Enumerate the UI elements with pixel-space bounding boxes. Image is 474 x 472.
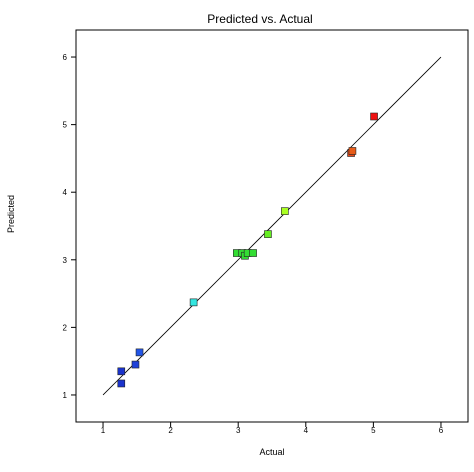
y-tick-label: 2 xyxy=(63,323,68,332)
data-points xyxy=(117,112,378,388)
y-axis-label: Predicted xyxy=(6,195,16,233)
data-point xyxy=(249,249,257,257)
y-tick-label: 5 xyxy=(63,121,68,130)
x-axis: 1 2 3 4 5 6 xyxy=(101,422,444,435)
x-tick-label: 5 xyxy=(371,426,376,435)
plot-frame xyxy=(75,29,469,423)
x-axis-label: Actual xyxy=(259,447,284,457)
x-tick-label: 3 xyxy=(236,426,241,435)
y-axis: 1 2 3 4 5 6 xyxy=(63,53,76,400)
y-tick-label: 4 xyxy=(63,188,68,197)
data-point xyxy=(264,230,272,238)
y-tick-label: 6 xyxy=(63,53,68,62)
data-point xyxy=(370,112,378,121)
x-tick-label: 2 xyxy=(168,426,173,435)
data-point xyxy=(117,367,126,376)
chart-title: Predicted vs. Actual xyxy=(207,12,312,26)
y-tick-label: 3 xyxy=(63,256,68,265)
reference-line xyxy=(102,56,442,396)
data-point xyxy=(281,207,289,215)
y-tick-label: 1 xyxy=(63,391,68,400)
data-point xyxy=(117,379,126,388)
data-point xyxy=(131,360,140,369)
data-point xyxy=(189,298,198,307)
x-tick-label: 4 xyxy=(304,426,309,435)
x-tick-label: 6 xyxy=(439,426,444,435)
x-tick-label: 1 xyxy=(101,426,106,435)
data-point xyxy=(135,348,144,357)
data-point xyxy=(348,147,357,155)
